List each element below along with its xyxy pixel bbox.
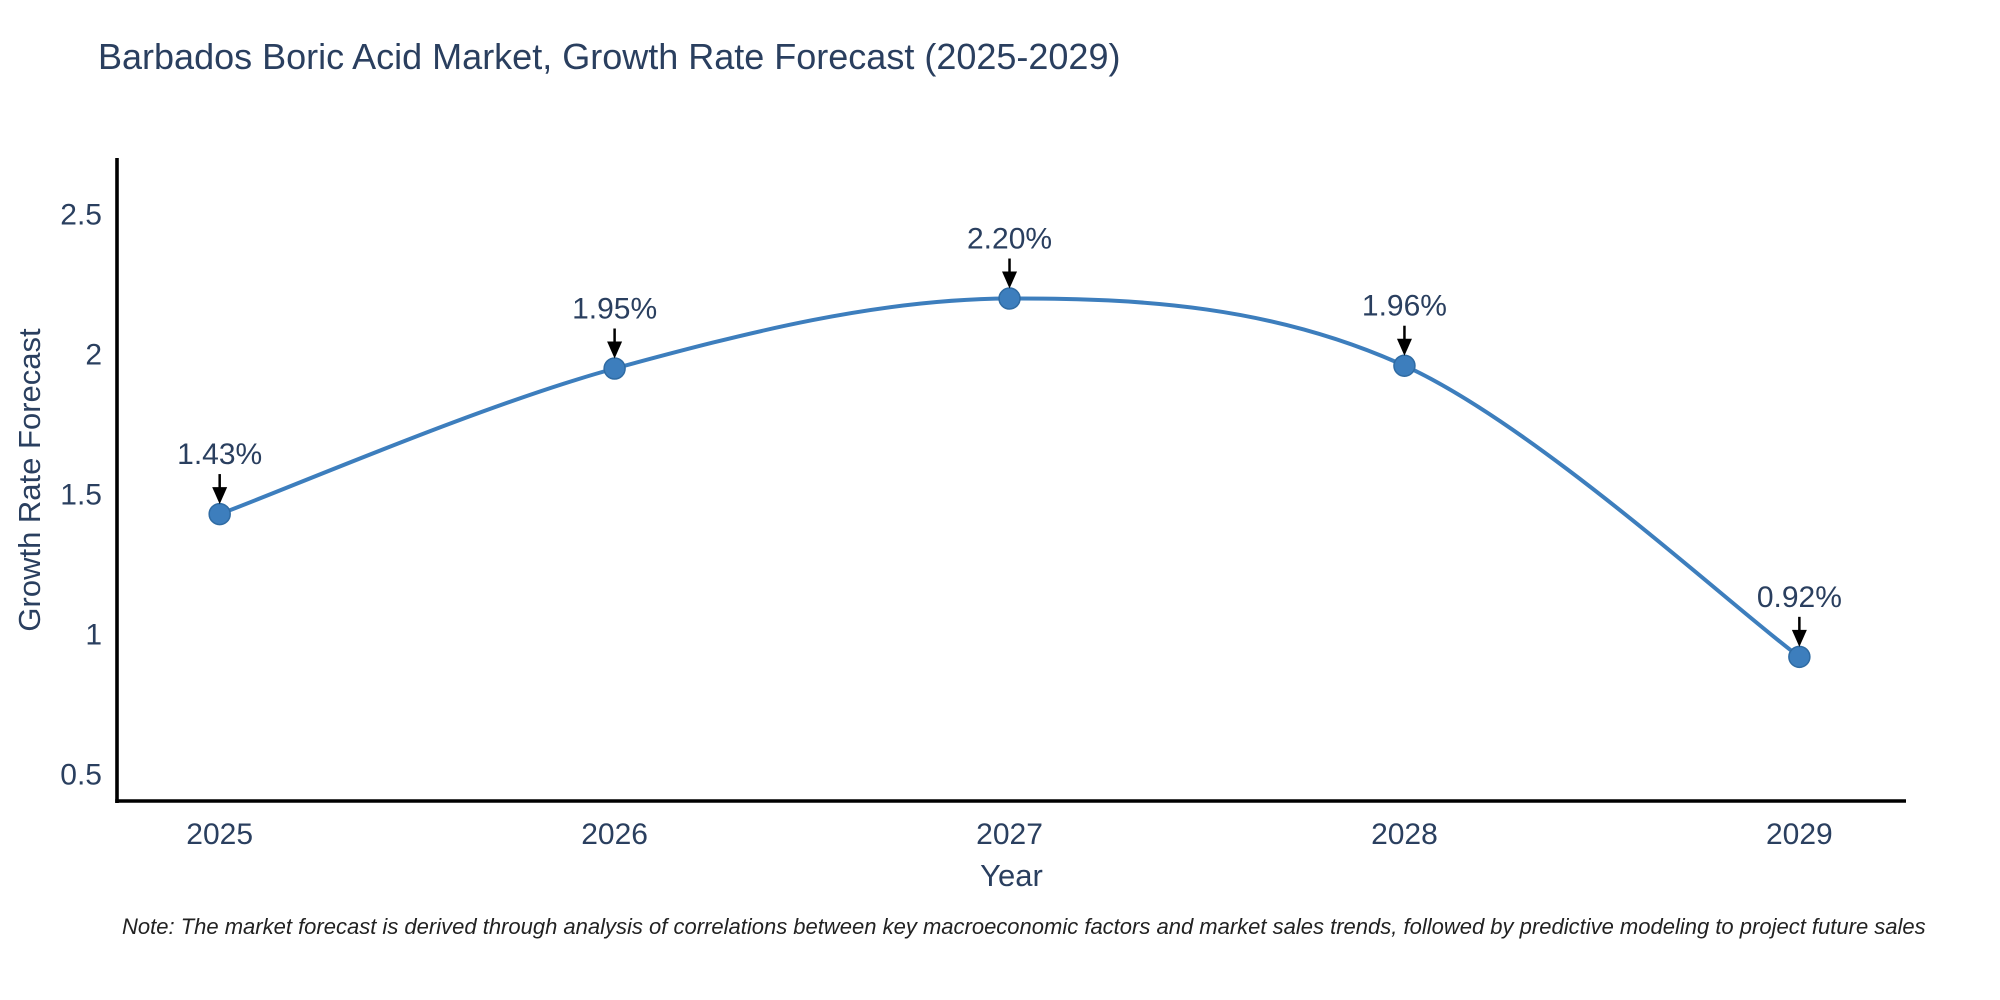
footnote: Note: The market forecast is derived thr… — [122, 914, 1926, 939]
x-tick-label: 2026 — [581, 818, 648, 851]
line-series — [217, 296, 1802, 659]
chart-title: Barbados Boric Acid Market, Growth Rate … — [98, 36, 1121, 77]
annotation-arrowhead — [1396, 338, 1412, 356]
annotation-label: 2.20% — [967, 223, 1052, 256]
data-point-marker[interactable] — [1788, 645, 1811, 669]
y-tick-label: 2.5 — [60, 199, 102, 232]
annotation-arrowhead — [1791, 629, 1807, 647]
annotation-arrowhead — [1002, 271, 1018, 289]
x-tick-label: 2029 — [1766, 818, 1833, 851]
x-tick-label: 2027 — [976, 818, 1043, 851]
annotation-label: 1.96% — [1362, 290, 1447, 323]
data-point-marker[interactable] — [208, 502, 231, 526]
data-point-marker[interactable] — [603, 357, 626, 380]
annotation-arrowhead — [212, 487, 228, 505]
y-axis-title: Growth Rate Forecast — [12, 328, 47, 632]
annotation-label: 1.43% — [177, 438, 262, 471]
x-tick-label: 2028 — [1371, 818, 1438, 851]
data-point-marker[interactable] — [998, 287, 1021, 310]
y-tick-label: 1 — [85, 618, 102, 651]
data-point-marker[interactable] — [1393, 354, 1416, 377]
annotation-label: 1.95% — [572, 293, 657, 326]
x-tick-label: 2025 — [186, 818, 253, 851]
annotation-arrowhead — [607, 341, 623, 359]
annotation-label: 0.92% — [1757, 581, 1842, 614]
y-tick-label: 2 — [85, 339, 102, 372]
x-axis-title: Year — [980, 858, 1043, 893]
y-tick-label: 0.5 — [60, 758, 102, 791]
y-tick-label: 1.5 — [60, 478, 102, 511]
